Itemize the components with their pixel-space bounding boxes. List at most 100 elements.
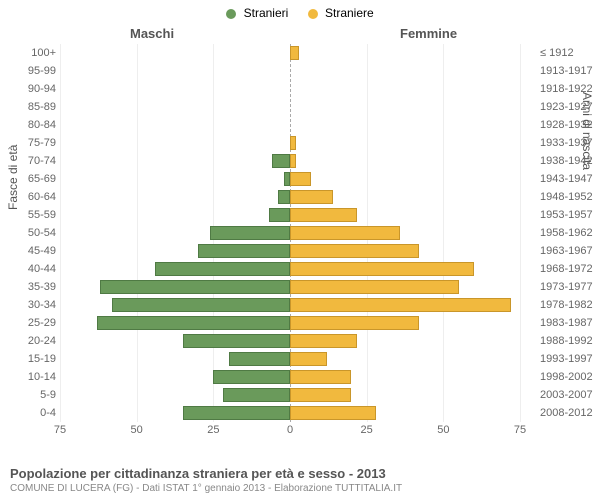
column-title-female: Femmine — [400, 26, 457, 41]
gridline — [520, 44, 521, 422]
pyramid-row — [60, 98, 520, 116]
bar-female — [290, 262, 474, 276]
bar-female — [290, 172, 311, 186]
legend: Stranieri Straniere — [0, 6, 600, 20]
y-left-label: 50-54 — [0, 224, 56, 242]
pyramid-row — [60, 368, 520, 386]
y-left-label: 15-19 — [0, 350, 56, 368]
bar-male — [198, 244, 290, 258]
x-tick: 75 — [54, 424, 66, 436]
pyramid-row — [60, 188, 520, 206]
x-tick: 25 — [207, 424, 219, 436]
legend-label-female: Straniere — [325, 6, 374, 20]
pyramid-row — [60, 350, 520, 368]
pyramid-row — [60, 278, 520, 296]
caption-title: Popolazione per cittadinanza straniera p… — [10, 466, 590, 481]
bar-female — [290, 388, 351, 402]
y-left-label: 35-39 — [0, 278, 56, 296]
bar-male — [223, 388, 290, 402]
bar-male — [269, 208, 290, 222]
bar-male — [183, 406, 290, 420]
bar-female — [290, 154, 296, 168]
caption-sub: COMUNE DI LUCERA (FG) - Dati ISTAT 1° ge… — [10, 483, 590, 494]
pyramid-row — [60, 134, 520, 152]
legend-item-female: Straniere — [308, 6, 374, 20]
y-left-label: 75-79 — [0, 134, 56, 152]
y-right-label: 1988-1992 — [540, 332, 600, 350]
y-right-label: 2003-2007 — [540, 386, 600, 404]
y-right-label: 1943-1947 — [540, 170, 600, 188]
y-right-label: 1983-1987 — [540, 314, 600, 332]
y-right-label: 1953-1957 — [540, 206, 600, 224]
x-tick: 50 — [131, 424, 143, 436]
pyramid-row — [60, 296, 520, 314]
y-right-label: 1978-1982 — [540, 296, 600, 314]
pyramid-row — [60, 80, 520, 98]
pyramid-row — [60, 116, 520, 134]
y-right-label: 1938-1942 — [540, 152, 600, 170]
y-right-label: 1998-2002 — [540, 368, 600, 386]
bar-female — [290, 136, 296, 150]
y-left-label: 45-49 — [0, 242, 56, 260]
bar-female — [290, 298, 511, 312]
y-right-label: ≤ 1912 — [540, 44, 600, 62]
y-left-label: 80-84 — [0, 116, 56, 134]
pyramid-row — [60, 332, 520, 350]
bar-male — [112, 298, 290, 312]
bar-male — [278, 190, 290, 204]
bar-female — [290, 352, 327, 366]
y-right-label: 1993-1997 — [540, 350, 600, 368]
y-right-label: 1963-1967 — [540, 242, 600, 260]
pyramid-row — [60, 260, 520, 278]
caption: Popolazione per cittadinanza straniera p… — [10, 466, 590, 494]
bar-male — [229, 352, 290, 366]
bar-female — [290, 244, 419, 258]
y-left-label: 30-34 — [0, 296, 56, 314]
y-left-label: 90-94 — [0, 80, 56, 98]
bar-male — [210, 226, 290, 240]
x-tick: 25 — [361, 424, 373, 436]
column-title-male: Maschi — [130, 26, 174, 41]
y-left-label: 65-69 — [0, 170, 56, 188]
bar-female — [290, 406, 376, 420]
y-left-label: 100+ — [0, 44, 56, 62]
y-left-label: 40-44 — [0, 260, 56, 278]
pyramid-row — [60, 404, 520, 422]
y-right-label: 1913-1917 — [540, 62, 600, 80]
y-left-label: 70-74 — [0, 152, 56, 170]
bar-male — [272, 154, 290, 168]
y-left-label: 10-14 — [0, 368, 56, 386]
x-axis-ticks: 7550250255075 — [60, 424, 520, 438]
pyramid-row — [60, 314, 520, 332]
bar-female — [290, 190, 333, 204]
bar-female — [290, 334, 357, 348]
pyramid-row — [60, 62, 520, 80]
bar-male — [183, 334, 290, 348]
plot-area — [60, 44, 520, 422]
pyramid-row — [60, 152, 520, 170]
legend-item-male: Stranieri — [226, 6, 288, 20]
pyramid-row — [60, 170, 520, 188]
y-left-label: 5-9 — [0, 386, 56, 404]
pyramid-row — [60, 206, 520, 224]
y-right-label: 1958-1962 — [540, 224, 600, 242]
y-left-label: 55-59 — [0, 206, 56, 224]
y-right-label: 1933-1937 — [540, 134, 600, 152]
y-left-label: 20-24 — [0, 332, 56, 350]
legend-swatch-female — [308, 9, 318, 19]
y-right-label: 1918-1922 — [540, 80, 600, 98]
pyramid-chart: Stranieri Straniere Maschi Femmine Fasce… — [0, 0, 600, 500]
legend-swatch-male — [226, 9, 236, 19]
y-left-label: 0-4 — [0, 404, 56, 422]
pyramid-row — [60, 386, 520, 404]
y-right-label: 1968-1972 — [540, 260, 600, 278]
bar-female — [290, 280, 459, 294]
bar-male — [213, 370, 290, 384]
y-left-label: 95-99 — [0, 62, 56, 80]
bar-female — [290, 226, 400, 240]
x-tick: 0 — [287, 424, 293, 436]
x-tick: 75 — [514, 424, 526, 436]
pyramid-row — [60, 224, 520, 242]
y-right-label: 1948-1952 — [540, 188, 600, 206]
y-left-label: 60-64 — [0, 188, 56, 206]
